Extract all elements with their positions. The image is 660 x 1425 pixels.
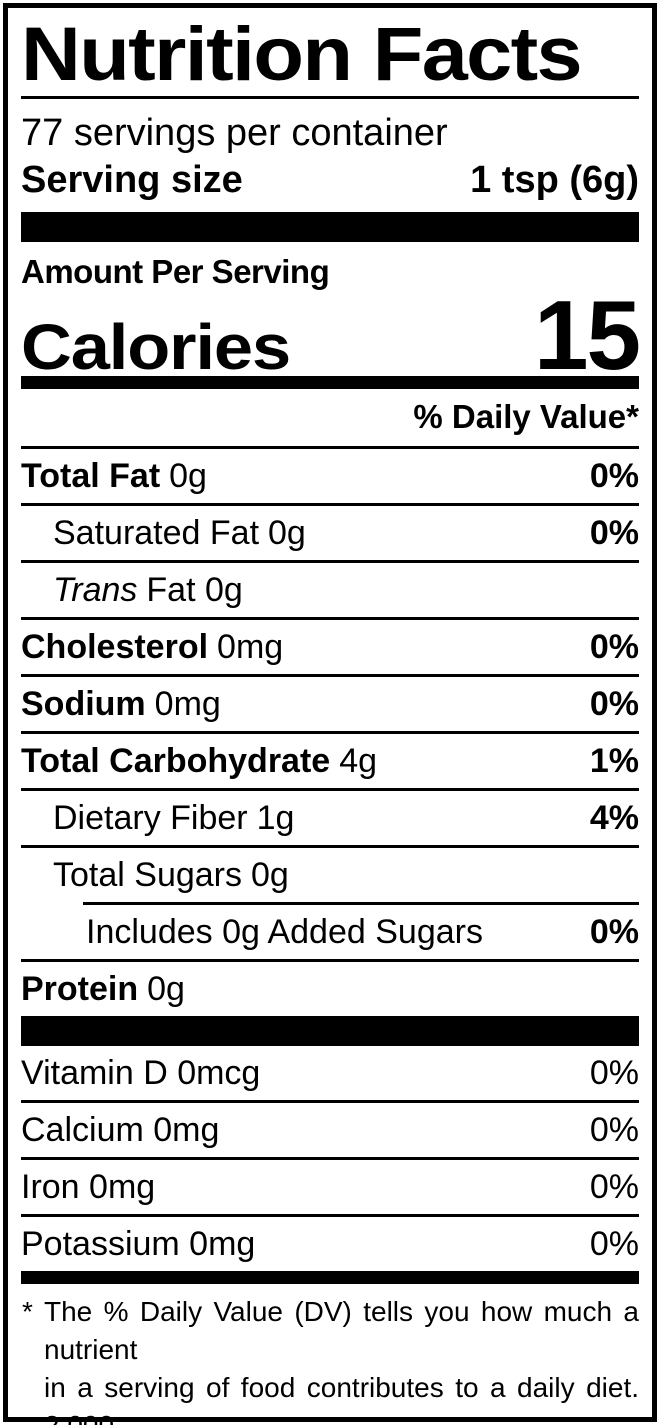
- nutrient-row-total-sugars: Total Sugars 0g: [21, 845, 639, 902]
- nutrient-name-amount: Total Fat 0g: [21, 457, 207, 495]
- calories-row: Calories 15: [21, 280, 641, 390]
- daily-value-footnote: * The % Daily Value (DV) tells you how m…: [21, 1293, 639, 1425]
- calories-label: Calories: [21, 311, 291, 383]
- micronutrient-row-potassium: Potassium 0mg 0%: [21, 1214, 639, 1271]
- nutrient-row-added-sugars: Includes 0g Added Sugars 0%: [83, 905, 639, 959]
- label-title: Nutrition Facts: [21, 12, 583, 97]
- nutrient-row-dietary-fiber: Dietary Fiber 1g 4%: [21, 788, 639, 845]
- micronutrient-dv: 0%: [589, 1111, 639, 1149]
- serving-size-value: 1 tsp (6g): [470, 159, 639, 201]
- nutrient-row-cholesterol: Cholesterol 0mg 0%: [21, 617, 639, 674]
- nutrient-name-amount: Dietary Fiber 1g: [53, 799, 295, 837]
- serving-size-row: Serving size 1 tsp (6g): [21, 156, 639, 204]
- section-bar-thick-micronutrients: [21, 1016, 639, 1046]
- micronutrient-name: Iron 0mg: [21, 1168, 156, 1206]
- added-sugars-indent-block: Includes 0g Added Sugars 0%: [83, 902, 639, 959]
- micronutrient-row-iron: Iron 0mg 0%: [21, 1157, 639, 1214]
- nutrient-dv: 0%: [589, 514, 639, 552]
- section-bar-thick-top: [21, 212, 639, 242]
- section-bar-medium-calories: [21, 376, 639, 389]
- micronutrient-dv: 0%: [589, 1054, 639, 1092]
- nutrient-dv: 0%: [589, 913, 639, 951]
- nutrient-row-total-fat: Total Fat 0g 0%: [21, 446, 639, 503]
- servings-per-container: 77 servings per container: [21, 112, 448, 154]
- micronutrient-name: Calcium 0mg: [21, 1111, 220, 1149]
- footnote-line: in a serving of food contributes to a da…: [44, 1372, 639, 1425]
- section-bar-medium-footnote: [21, 1271, 639, 1284]
- micronutrient-row-calcium: Calcium 0mg 0%: [21, 1100, 639, 1157]
- nutrient-row-protein: Protein 0g: [21, 959, 639, 1016]
- nutrient-name-amount: Total Carbohydrate 4g: [21, 742, 378, 780]
- amount-per-serving-heading: Amount Per Serving: [21, 253, 330, 290]
- nutrient-name-amount: Trans Fat 0g: [53, 571, 243, 609]
- nutrient-name-amount: Includes 0g Added Sugars: [86, 913, 483, 951]
- nutrition-facts-label: Nutrition Facts 77 servings per containe…: [3, 3, 657, 1425]
- serving-size-label: Serving size: [21, 159, 243, 201]
- nutrient-row-total-carbohydrate: Total Carbohydrate 4g 1%: [21, 731, 639, 788]
- nutrient-dv: 4%: [589, 799, 639, 837]
- nutrient-dv: 0%: [589, 685, 639, 723]
- nutrient-row-trans-fat: Trans Fat 0g: [21, 560, 639, 617]
- micronutrient-row-vitamin-d: Vitamin D 0mcg 0%: [21, 1046, 639, 1100]
- title-divider: [21, 96, 639, 99]
- micronutrient-dv: 0%: [589, 1225, 639, 1263]
- nutrient-dv: 1%: [589, 742, 639, 780]
- nutrient-name-amount: Saturated Fat 0g: [53, 514, 306, 552]
- micronutrient-dv: 0%: [589, 1168, 639, 1206]
- nutrient-dv: 0%: [589, 628, 639, 666]
- nutrient-name-amount: Sodium 0mg: [21, 685, 221, 723]
- micronutrient-name: Vitamin D 0mcg: [21, 1054, 261, 1092]
- nutrient-name-amount: Cholesterol 0mg: [21, 628, 284, 666]
- nutrient-row-saturated-fat: Saturated Fat 0g 0%: [21, 503, 639, 560]
- daily-value-header: % Daily Value*: [413, 398, 639, 435]
- micronutrient-name: Potassium 0mg: [21, 1225, 256, 1263]
- nutrient-name-amount: Protein 0g: [21, 970, 185, 1008]
- nutrient-row-sodium: Sodium 0mg 0%: [21, 674, 639, 731]
- calories-value: 15: [533, 280, 641, 390]
- nutrient-name-amount: Total Sugars 0g: [53, 856, 289, 894]
- footnote-line: The % Daily Value (DV) tells you how muc…: [44, 1296, 639, 1365]
- footnote-asterisk: *: [22, 1296, 33, 1327]
- nutrient-dv: 0%: [589, 457, 639, 495]
